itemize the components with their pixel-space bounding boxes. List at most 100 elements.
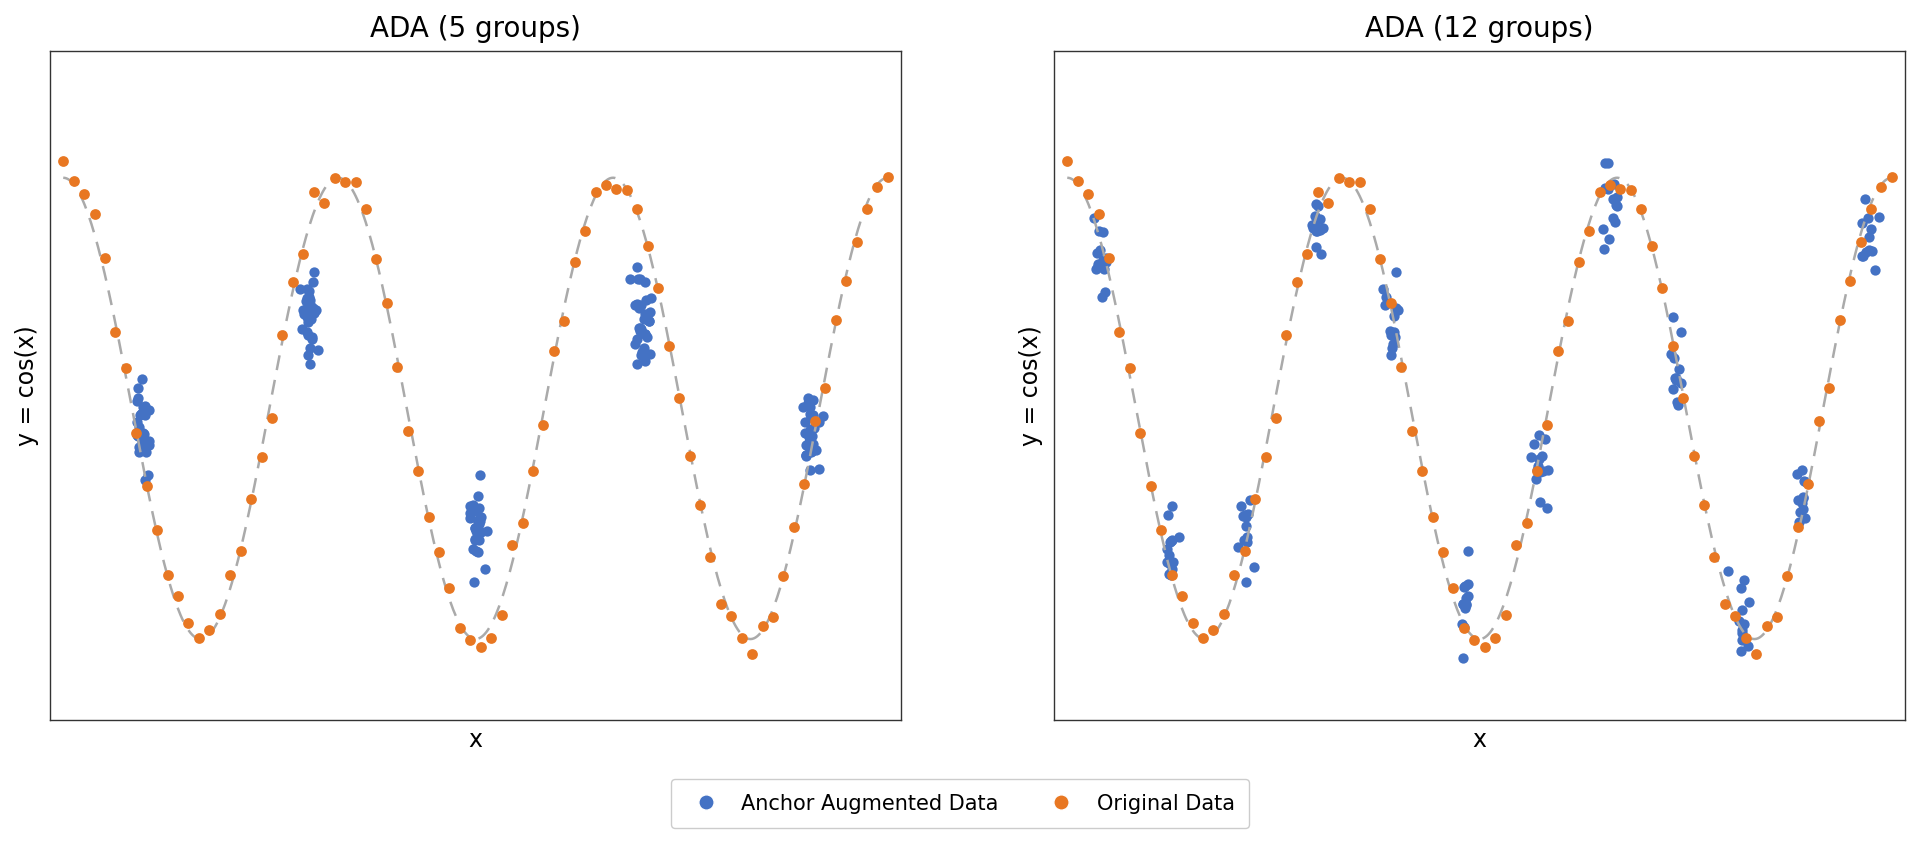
Point xyxy=(791,448,822,462)
Point xyxy=(257,411,288,425)
Point xyxy=(1720,609,1751,622)
Point xyxy=(601,183,632,196)
Point xyxy=(1659,371,1690,384)
Point xyxy=(1853,230,1884,244)
Point xyxy=(626,348,657,362)
Point xyxy=(1490,609,1521,622)
Point xyxy=(1375,325,1405,338)
Point xyxy=(1438,582,1469,595)
Point xyxy=(1379,309,1409,323)
Point xyxy=(1782,467,1812,481)
Point xyxy=(424,545,455,559)
Point xyxy=(1428,545,1459,559)
Point xyxy=(803,463,833,476)
Point xyxy=(1452,577,1482,591)
Point xyxy=(1814,381,1845,395)
Point xyxy=(1083,224,1114,238)
Point xyxy=(457,498,488,512)
Point xyxy=(294,293,324,307)
Point xyxy=(1302,185,1332,198)
Point xyxy=(125,441,156,454)
Point xyxy=(1073,188,1104,201)
Point xyxy=(632,239,662,253)
Point xyxy=(1334,175,1365,189)
Point xyxy=(1091,285,1121,298)
Point xyxy=(1300,209,1331,223)
Point xyxy=(810,381,841,395)
Point xyxy=(1158,534,1188,547)
Point xyxy=(1356,202,1386,216)
Point xyxy=(1523,459,1553,473)
Point xyxy=(1396,425,1427,438)
Point xyxy=(789,477,820,491)
Point xyxy=(111,361,142,374)
Point xyxy=(685,498,716,512)
Point xyxy=(612,183,643,196)
Point xyxy=(465,518,495,531)
Point xyxy=(142,524,173,537)
Point xyxy=(726,631,756,645)
Point xyxy=(1788,502,1818,516)
Point xyxy=(413,510,444,524)
Point xyxy=(300,266,330,279)
Point xyxy=(1763,610,1793,624)
Point xyxy=(127,426,157,439)
Point xyxy=(634,305,664,319)
Point xyxy=(1584,185,1615,199)
Point xyxy=(622,357,653,371)
Point xyxy=(1523,464,1553,478)
Point xyxy=(1223,540,1254,553)
Point xyxy=(1724,615,1755,628)
Point xyxy=(1156,568,1187,582)
Point xyxy=(194,624,225,637)
Point xyxy=(371,297,401,310)
Point xyxy=(1062,174,1092,187)
Point xyxy=(459,521,490,534)
Point xyxy=(799,422,829,435)
Point xyxy=(799,414,829,427)
Point xyxy=(1588,223,1619,236)
Point xyxy=(294,348,324,362)
Point xyxy=(791,448,822,462)
Point xyxy=(463,489,493,502)
Point xyxy=(131,474,161,487)
Point xyxy=(1601,190,1632,203)
Point xyxy=(799,393,829,406)
Point xyxy=(1542,345,1572,358)
Point xyxy=(1574,224,1605,238)
Point xyxy=(125,429,156,443)
Point xyxy=(296,333,326,346)
Point xyxy=(1590,157,1620,170)
Point xyxy=(1087,290,1117,303)
Point xyxy=(121,428,152,442)
Point xyxy=(463,513,493,527)
Point xyxy=(1636,239,1667,253)
Point xyxy=(628,313,659,326)
Point xyxy=(1590,242,1620,255)
Point xyxy=(127,372,157,385)
Point xyxy=(1699,550,1730,563)
Point xyxy=(1657,310,1688,324)
Point xyxy=(630,327,660,341)
Point xyxy=(1791,475,1822,488)
Point xyxy=(1728,573,1759,587)
Point xyxy=(1663,395,1693,408)
Point xyxy=(465,502,495,515)
Point xyxy=(294,341,324,354)
Point xyxy=(630,276,660,289)
Point xyxy=(632,293,662,307)
Point xyxy=(1081,262,1112,276)
Point xyxy=(123,429,154,443)
Point xyxy=(470,524,501,538)
Point xyxy=(1227,499,1258,513)
Point xyxy=(351,202,382,216)
Point xyxy=(789,427,820,440)
Point xyxy=(1592,157,1622,170)
Point xyxy=(465,469,495,482)
Point xyxy=(1655,347,1686,361)
Point xyxy=(361,252,392,266)
Point xyxy=(125,441,156,454)
Point xyxy=(1235,493,1265,507)
Point xyxy=(173,616,204,630)
Point xyxy=(134,438,165,451)
